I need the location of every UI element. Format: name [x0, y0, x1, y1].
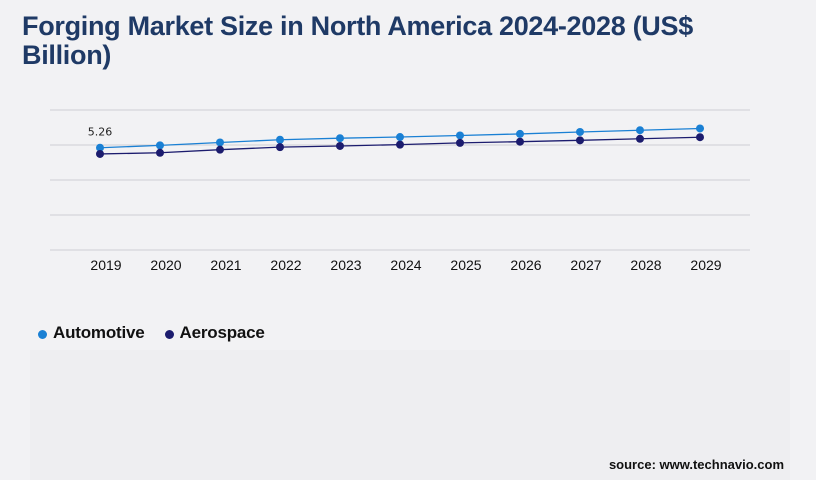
data-point-automotive	[696, 124, 704, 133]
source-credit: source: www.technavio.com	[608, 457, 784, 472]
data-point-automotive	[576, 127, 584, 136]
data-point-automotive	[396, 133, 404, 142]
data-point-aerospace	[156, 148, 164, 157]
legend-label-automotive: Automotive	[53, 323, 145, 342]
data-point-automotive	[456, 131, 464, 140]
legend: Automotive Aerospace	[38, 323, 265, 343]
gridlines	[50, 109, 750, 251]
x-tick-label: 2020	[150, 257, 181, 273]
chart-title: Forging Market Size in North America 202…	[22, 11, 693, 70]
data-point-automotive	[276, 135, 284, 144]
series-points	[96, 124, 704, 158]
x-tick-label: 2027	[570, 257, 601, 273]
x-tick-label: 2029	[690, 257, 721, 273]
legend-item-aerospace[interactable]: Aerospace	[164, 323, 265, 343]
data-point-aerospace	[336, 141, 344, 150]
lower-panel	[30, 350, 790, 480]
data-point-aerospace	[696, 133, 704, 142]
legend-marker-automotive	[38, 329, 47, 339]
data-labels: 5.26	[88, 126, 113, 139]
x-tick-label: 2024	[390, 257, 421, 273]
x-tick-label: 2026	[510, 257, 541, 273]
legend-label-aerospace: Aerospace	[179, 323, 265, 342]
data-point-automotive	[156, 141, 164, 150]
data-point-automotive	[516, 129, 524, 138]
data-point-aerospace	[516, 137, 524, 146]
x-tick-label: 2019	[90, 257, 121, 273]
legend-item-automotive[interactable]: Automotive	[38, 323, 145, 343]
legend-marker-aerospace	[164, 329, 174, 339]
x-tick-label: 2022	[270, 257, 301, 273]
x-axis-ticks: 2019 2020 2021 2022 2023 2024 2025 2026 2027 2028…	[90, 257, 721, 273]
x-tick-label: 2025	[450, 257, 481, 273]
data-point-aerospace	[276, 143, 284, 152]
data-label: 5.26	[88, 126, 113, 139]
x-tick-label: 2028	[630, 257, 661, 273]
data-point-automotive	[336, 134, 344, 143]
data-point-aerospace	[96, 149, 104, 158]
x-tick-label: 2021	[210, 257, 241, 273]
data-point-automotive	[96, 143, 104, 152]
data-point-aerospace	[396, 140, 404, 149]
data-point-aerospace	[216, 145, 224, 154]
x-tick-label: 2023	[330, 257, 361, 273]
data-point-aerospace	[456, 138, 464, 147]
data-point-automotive	[216, 138, 224, 147]
data-point-aerospace	[636, 134, 644, 143]
data-point-automotive	[636, 126, 644, 135]
data-point-aerospace	[576, 136, 584, 145]
